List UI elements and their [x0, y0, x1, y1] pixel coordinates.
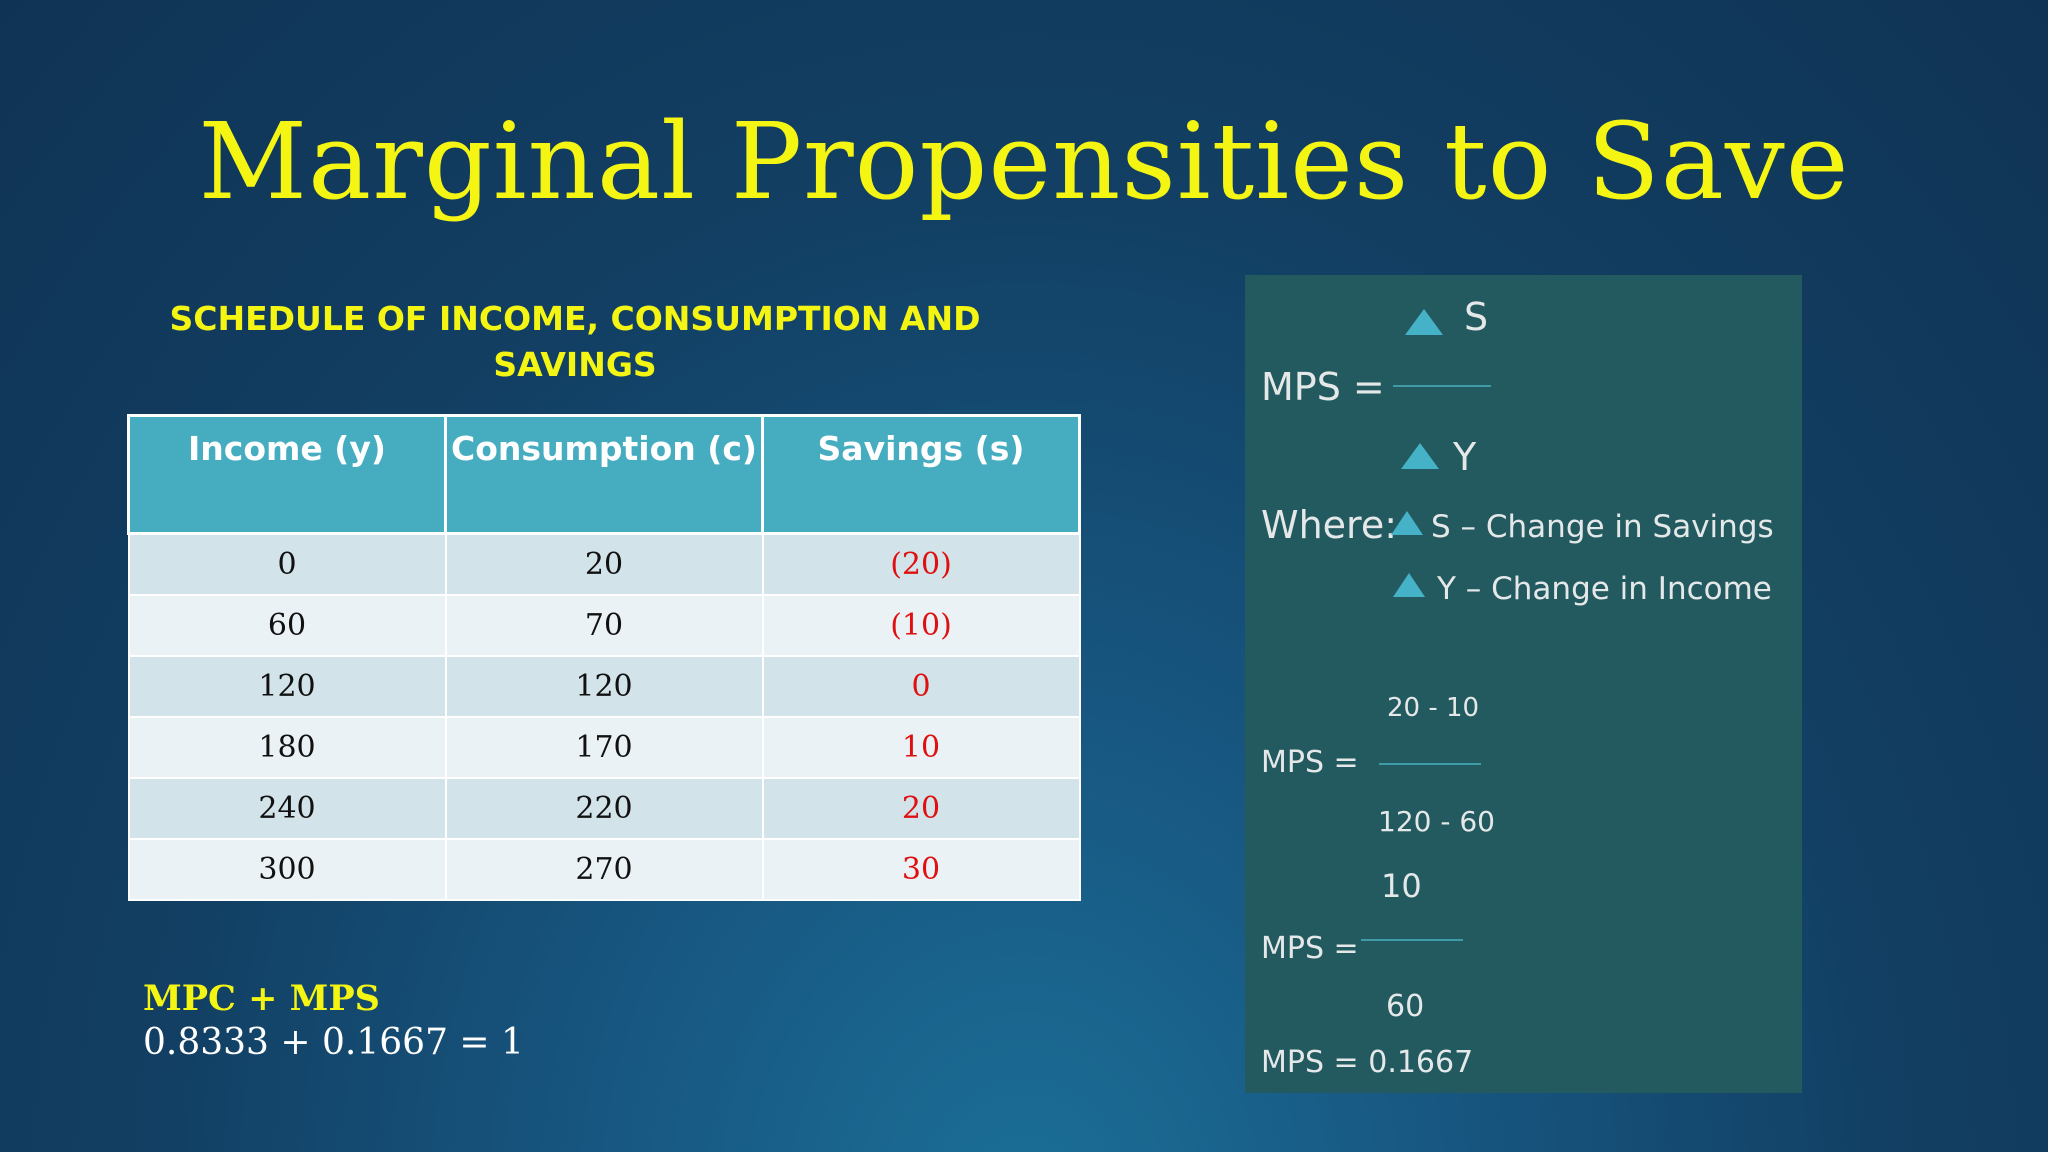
delta-triangle-icon	[1401, 443, 1439, 469]
formula-lhs: MPS =	[1261, 365, 1385, 409]
savings-cell: 10	[761, 716, 1081, 779]
income-cell: 120	[127, 655, 447, 718]
delta-triangle-icon	[1393, 573, 1425, 597]
mps-formula-panel: S MPS = Y Where: S – Change in Savings Y…	[1245, 275, 1802, 1093]
income-cell: 60	[127, 594, 447, 657]
mpc-mps-equation: 0.8333 + 0.1667 = 1	[143, 1022, 524, 1063]
calc2-numerator: 10	[1381, 867, 1422, 905]
calc1-numerator: 20 - 10	[1387, 693, 1480, 723]
income-cell: 240	[127, 777, 447, 840]
where-label: Where:	[1261, 503, 1398, 547]
definition-savings: S – Change in Savings	[1431, 509, 1774, 545]
table-row: 0 20 (20)	[127, 532, 1081, 596]
table-row: 300 270 30	[127, 838, 1081, 901]
slide-title: Marginal Propensities to Save	[198, 100, 1850, 223]
table-row: 120 120 0	[127, 655, 1081, 718]
schedule-table: Income (y) Consumption (c) Savings (s) 0…	[127, 414, 1081, 901]
table-row: 240 220 20	[127, 777, 1081, 840]
savings-cell: (20)	[761, 532, 1081, 596]
savings-cell: 20	[761, 777, 1081, 840]
calc1-denominator: 120 - 60	[1378, 805, 1495, 838]
mpc-mps-label: MPC + MPS	[143, 978, 380, 1019]
delta-triangle-icon	[1391, 511, 1423, 535]
calc1-fraction-line	[1379, 763, 1481, 765]
delta-triangle-icon	[1405, 309, 1443, 335]
savings-cell: 0	[761, 655, 1081, 718]
calc2-fraction-line	[1361, 939, 1463, 941]
table-caption-line2: SAVINGS	[493, 345, 657, 384]
header-consumption: Consumption (c)	[444, 414, 764, 535]
consumption-cell: 120	[444, 655, 764, 718]
income-cell: 180	[127, 716, 447, 779]
table-row: 180 170 10	[127, 716, 1081, 779]
income-cell: 0	[127, 532, 447, 596]
formula-numerator: S	[1464, 295, 1489, 339]
calc2-denominator: 60	[1386, 989, 1425, 1024]
consumption-cell: 170	[444, 716, 764, 779]
table-caption-line1: SCHEDULE OF INCOME, CONSUMPTION AND	[169, 299, 981, 338]
calc2-lhs: MPS =	[1261, 931, 1359, 966]
mps-result: MPS = 0.1667	[1261, 1045, 1474, 1080]
consumption-cell: 270	[444, 838, 764, 901]
savings-cell: 30	[761, 838, 1081, 901]
formula-denominator: Y	[1453, 435, 1477, 479]
savings-cell: (10)	[761, 594, 1081, 657]
table-header-row: Income (y) Consumption (c) Savings (s)	[127, 414, 1081, 535]
consumption-cell: 20	[444, 532, 764, 596]
formula-fraction-line	[1393, 385, 1491, 387]
header-savings: Savings (s)	[761, 414, 1081, 535]
table-row: 60 70 (10)	[127, 594, 1081, 657]
header-income: Income (y)	[127, 414, 447, 535]
consumption-cell: 70	[444, 594, 764, 657]
definition-income: Y – Change in Income	[1437, 571, 1772, 607]
calc1-lhs: MPS =	[1261, 745, 1359, 780]
income-cell: 300	[127, 838, 447, 901]
consumption-cell: 220	[444, 777, 764, 840]
table-caption: SCHEDULE OF INCOME, CONSUMPTION AND SAVI…	[130, 296, 1020, 388]
